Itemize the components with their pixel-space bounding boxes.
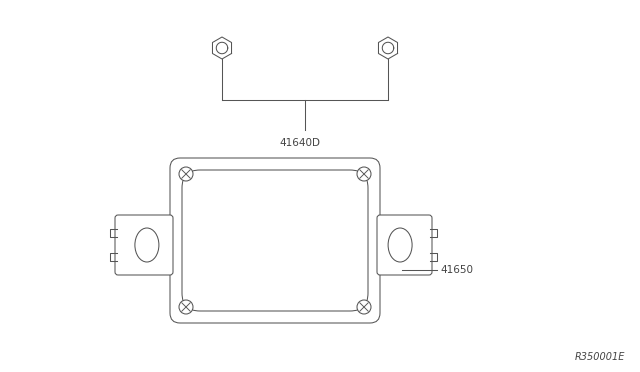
Circle shape [357,167,371,181]
FancyBboxPatch shape [377,215,432,275]
Text: 41640D: 41640D [280,138,321,148]
FancyBboxPatch shape [170,158,380,323]
Ellipse shape [135,228,159,262]
Ellipse shape [388,228,412,262]
Circle shape [179,167,193,181]
Text: 41650: 41650 [440,265,473,275]
Text: R350001E: R350001E [575,352,625,362]
Circle shape [179,300,193,314]
FancyBboxPatch shape [115,215,173,275]
FancyBboxPatch shape [182,170,368,311]
Circle shape [357,300,371,314]
